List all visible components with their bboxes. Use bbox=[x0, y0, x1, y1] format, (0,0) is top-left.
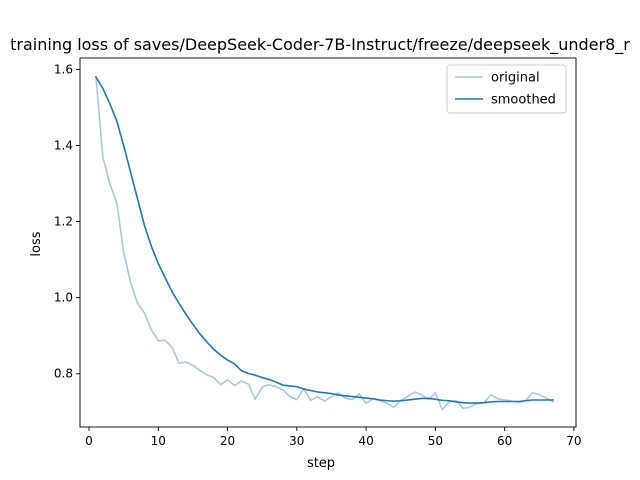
legend: original smoothed bbox=[446, 64, 567, 114]
series-line-smoothed bbox=[94, 75, 554, 404]
y-tick-label: 1.2 bbox=[54, 215, 73, 229]
y-axis-label: loss bbox=[29, 231, 44, 256]
x-tick-label: 0 bbox=[85, 434, 93, 448]
y-tick-label: 0.8 bbox=[54, 367, 73, 381]
chart-title: training loss of saves/DeepSeek-Coder-7B… bbox=[10, 35, 630, 55]
x-tick-label: 10 bbox=[151, 434, 166, 448]
plot-area: 0 10 20 30 40 50 60 70 0.8 1.0 1.2 1.4 1.6 original sm… bbox=[54, 57, 582, 448]
x-tick-label: 60 bbox=[497, 434, 512, 448]
legend-label-original: original bbox=[491, 71, 540, 86]
legend-label-smoothed: smoothed bbox=[491, 93, 556, 108]
y-tick-label: 1.6 bbox=[54, 62, 73, 76]
x-axis-label: step bbox=[307, 456, 335, 471]
x-tick-label: 70 bbox=[566, 434, 581, 448]
y-tick-label: 1.4 bbox=[54, 138, 73, 152]
x-tick-label: 30 bbox=[289, 434, 304, 448]
x-tick-label: 50 bbox=[428, 434, 443, 448]
axes-frame bbox=[79, 57, 577, 428]
y-tick-label: 1.0 bbox=[54, 291, 73, 305]
x-tick-label: 40 bbox=[358, 434, 373, 448]
x-tick-label: 20 bbox=[220, 434, 235, 448]
